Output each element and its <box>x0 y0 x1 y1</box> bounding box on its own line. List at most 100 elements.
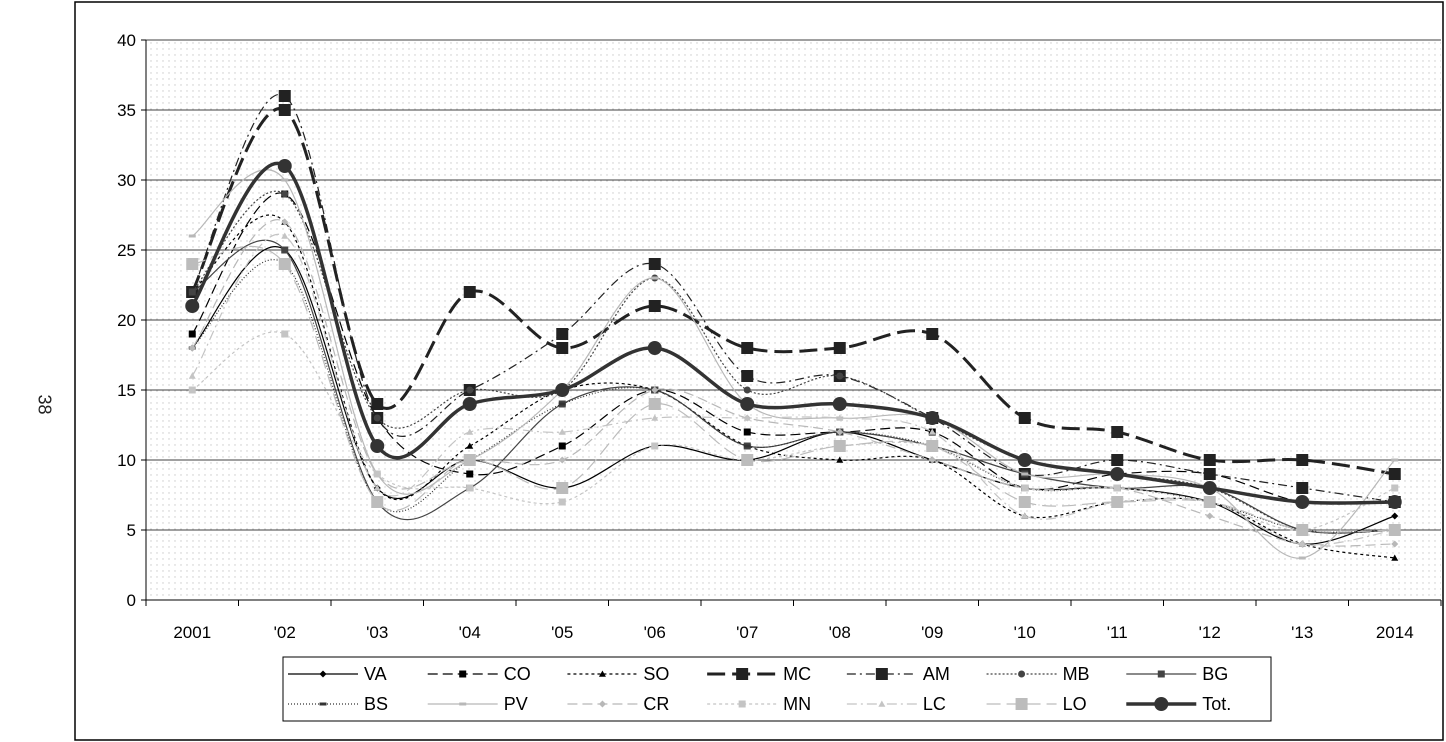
data-point <box>648 258 661 270</box>
legend-label: VA <box>364 664 387 684</box>
legend-item: MC <box>707 664 811 684</box>
y-tick-label: 35 <box>117 101 136 120</box>
legend-label: SO <box>643 664 669 684</box>
axes: 0 5 10 15 20 25 30 35 40 2001 '02 '03 '04 '05 '06 '07 '0… <box>117 31 1442 642</box>
y-tick-label: 25 <box>117 241 136 260</box>
data-point <box>743 414 751 421</box>
x-tick-label: 2014 <box>1376 623 1414 642</box>
data-point <box>466 470 474 478</box>
series-line <box>191 214 1395 559</box>
y-tick-label: 10 <box>117 451 136 470</box>
data-point <box>188 372 196 379</box>
data-point <box>1111 496 1124 508</box>
data-point <box>281 246 289 254</box>
legend-marker <box>738 700 746 708</box>
data-point <box>466 428 474 435</box>
data-point <box>1298 540 1306 547</box>
data-point <box>1391 554 1399 561</box>
chart-frame <box>74 1 1444 741</box>
legend-item: CO <box>427 664 531 684</box>
legend-marker <box>459 670 467 678</box>
data-point <box>1388 524 1401 536</box>
data-point <box>1203 468 1216 480</box>
data-point <box>466 484 474 492</box>
data-point <box>278 104 291 116</box>
data-point <box>556 342 569 354</box>
data-point <box>281 218 289 226</box>
x-tick-label: '10 <box>1014 623 1036 642</box>
data-point <box>1017 453 1032 467</box>
data-point <box>836 428 844 436</box>
legend-label: Tot. <box>1202 694 1231 714</box>
legend-item: MB <box>986 664 1090 684</box>
data-point <box>558 428 566 435</box>
data-point <box>1206 512 1214 520</box>
data-point <box>281 330 289 338</box>
data-point <box>651 414 659 421</box>
data-point <box>1203 454 1216 466</box>
data-point <box>1391 512 1399 520</box>
series-line <box>191 190 1395 534</box>
y-tick-label: 15 <box>117 381 136 400</box>
legend-label: MC <box>783 664 811 684</box>
legend-label: LO <box>1063 694 1087 714</box>
data-point <box>555 383 570 397</box>
series-line <box>190 107 1395 476</box>
data-point <box>462 397 477 411</box>
data-point <box>1296 524 1309 536</box>
data-point <box>371 398 384 410</box>
legend-marker <box>1015 698 1028 710</box>
data-point <box>373 484 381 491</box>
data-point <box>1111 454 1124 466</box>
data-point <box>281 232 289 239</box>
x-tick-label: '04 <box>459 623 481 642</box>
data-point <box>185 299 200 313</box>
data-point <box>651 442 659 450</box>
legend-marker <box>1018 670 1026 678</box>
series-line <box>191 219 1395 547</box>
data-point <box>651 386 659 394</box>
data-point <box>188 330 196 338</box>
data-point <box>278 90 291 102</box>
legend-item: AM <box>846 664 950 684</box>
data-point <box>466 442 474 449</box>
y-tick-label: 0 <box>127 591 136 610</box>
data-point <box>463 286 476 298</box>
data-point <box>558 442 566 450</box>
data-point <box>1018 496 1031 508</box>
data-point <box>836 456 844 463</box>
series-layer <box>185 90 1402 561</box>
data-point <box>836 372 844 380</box>
data-point <box>928 428 936 435</box>
legend: VA CO SO MC AM MB BG BS PV CR MN LC LO Tot. <box>282 656 1272 722</box>
data-point <box>925 411 940 425</box>
data-point <box>743 444 751 448</box>
data-point <box>188 344 196 352</box>
data-point <box>1296 454 1309 466</box>
legend-marker <box>598 670 606 677</box>
legend-marker <box>598 700 606 708</box>
data-point <box>370 439 385 453</box>
legend-marker <box>1157 670 1165 678</box>
data-point <box>281 178 289 182</box>
legend-label: MN <box>783 694 811 714</box>
data-point <box>1295 495 1310 509</box>
data-point <box>928 456 936 464</box>
data-point <box>741 342 754 354</box>
series-line <box>192 245 1395 533</box>
data-point <box>1202 481 1217 495</box>
legend-item: PV <box>427 694 528 714</box>
data-point <box>1388 468 1401 480</box>
data-point <box>648 300 661 312</box>
series-tot <box>185 159 1402 509</box>
legend-label: MB <box>1063 664 1090 684</box>
y-tick-label: 40 <box>117 31 136 50</box>
data-point <box>1391 458 1399 462</box>
data-point <box>926 440 939 452</box>
data-point <box>743 428 751 436</box>
data-point <box>836 414 844 421</box>
series-line <box>191 331 1395 531</box>
data-point <box>558 456 566 464</box>
x-tick-label: 2001 <box>173 623 211 642</box>
legend-label: PV <box>504 694 528 714</box>
